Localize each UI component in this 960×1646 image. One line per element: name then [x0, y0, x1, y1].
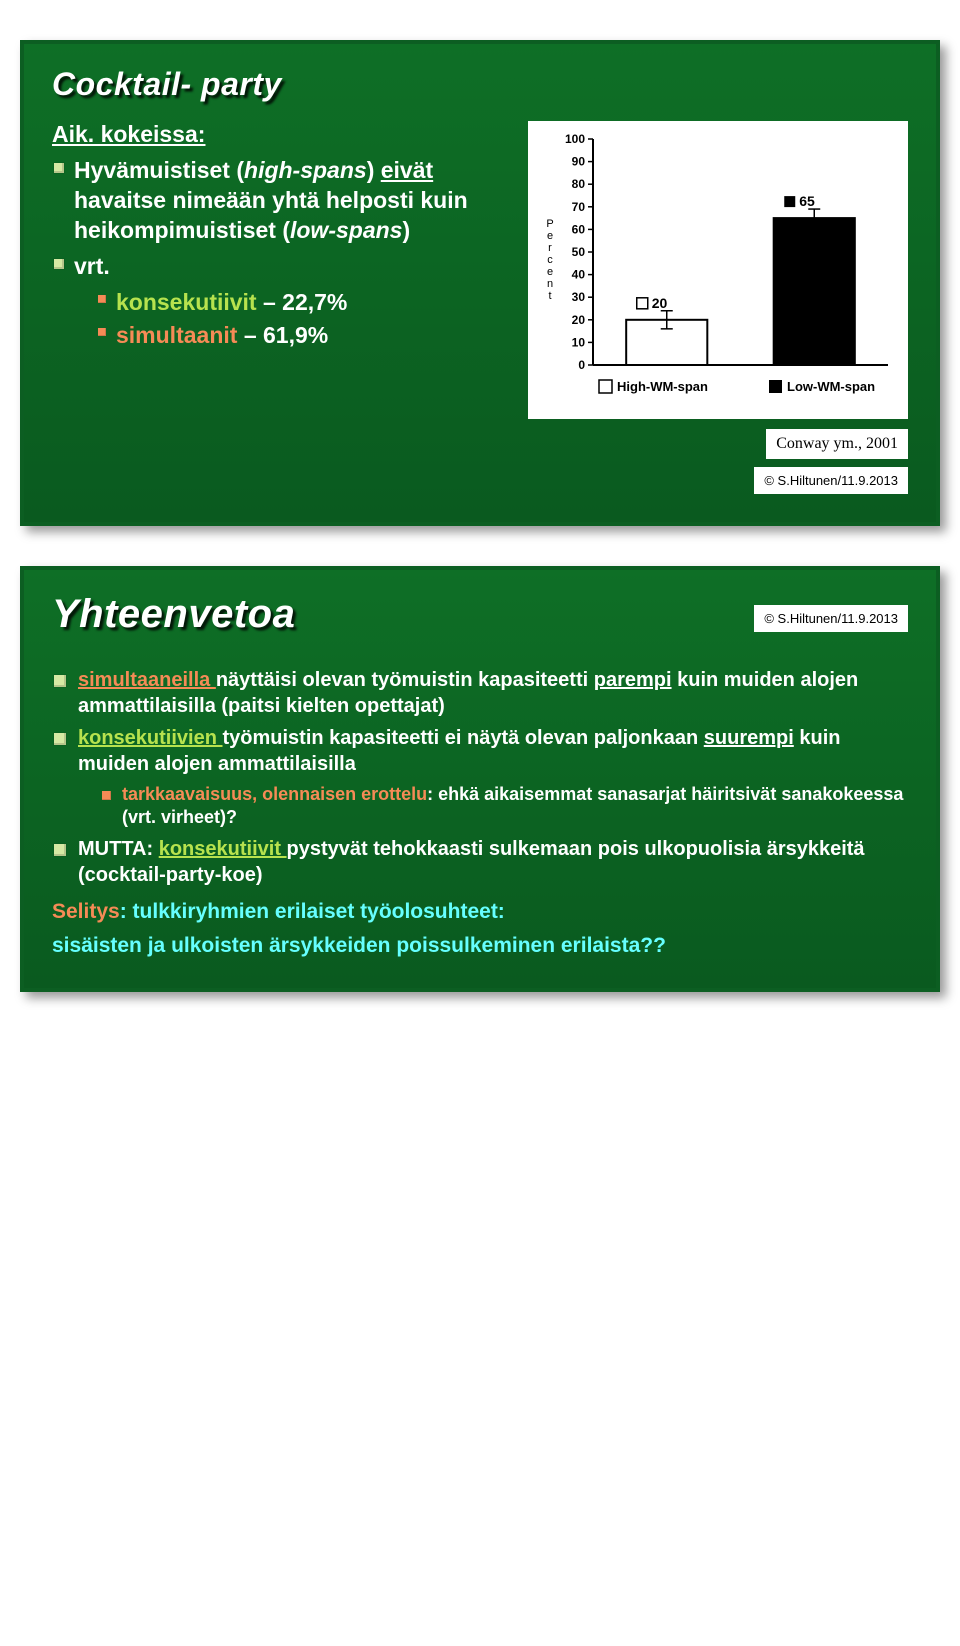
svg-text:80: 80: [572, 177, 586, 191]
selitys-line-1: Selitys: tulkkiryhmien erilaiset työolos…: [52, 898, 908, 926]
slide-yhteenvetoa: Yhteenvetoa © S.Hiltunen/11.9.2013 simul…: [20, 566, 940, 992]
svg-text:30: 30: [572, 290, 586, 304]
sub-bullet-item: simultaanit – 61,9%: [98, 321, 480, 351]
selitys-block: Selitys: tulkkiryhmien erilaiset työolos…: [52, 898, 908, 961]
bullet-item: MUTTA: konsekutiivit pystyvät tehokkaast…: [52, 836, 908, 888]
svg-text:40: 40: [572, 268, 586, 282]
copyright-label: © S.Hiltunen/11.9.2013: [754, 467, 908, 494]
svg-text:Low-WM-span: Low-WM-span: [787, 379, 875, 394]
slide-title: Cocktail- party: [52, 66, 908, 103]
svg-text:10: 10: [572, 335, 586, 349]
selitys-line-2: sisäisten ja ulkoisten ärsykkeiden poiss…: [52, 932, 908, 960]
svg-text:e: e: [547, 230, 553, 242]
slide1-columns: Aik. kokeissa: Hyvämuistiset (high-spans…: [52, 121, 908, 494]
svg-text:100: 100: [565, 132, 585, 146]
svg-text:High-WM-span: High-WM-span: [617, 379, 708, 394]
svg-text:60: 60: [572, 222, 586, 236]
svg-text:c: c: [547, 254, 553, 266]
svg-text:65: 65: [799, 193, 815, 209]
bullet-item: vrt.konsekutiivit – 22,7%simultaanit – 6…: [52, 252, 480, 352]
subheading-text: Aik. kokeissa:: [52, 121, 205, 147]
copyright-label: © S.Hiltunen/11.9.2013: [754, 605, 908, 632]
svg-text:n: n: [547, 278, 553, 290]
slide-cocktail-party: Cocktail- party Aik. kokeissa: Hyvämuist…: [20, 40, 940, 526]
slide-title: Yhteenvetoa: [52, 592, 295, 637]
svg-text:r: r: [548, 242, 552, 254]
svg-text:e: e: [547, 266, 553, 278]
svg-text:90: 90: [572, 155, 586, 169]
slide1-right-column: 0102030405060708090100Percent2065High-WM…: [500, 121, 908, 494]
sub-bullet-item: konsekutiivit – 22,7%: [98, 288, 480, 318]
svg-text:20: 20: [652, 295, 668, 311]
svg-text:0: 0: [578, 358, 585, 372]
wm-span-bar-chart: 0102030405060708090100Percent2065High-WM…: [528, 121, 908, 419]
bullet-item: konsekutiivien työmuistin kapasiteetti e…: [52, 725, 908, 830]
slide2-title-row: Yhteenvetoa © S.Hiltunen/11.9.2013: [52, 592, 908, 637]
svg-text:t: t: [548, 290, 551, 302]
subheading: Aik. kokeissa:: [52, 121, 480, 148]
svg-text:50: 50: [572, 245, 586, 259]
slide1-left-column: Aik. kokeissa: Hyvämuistiset (high-spans…: [52, 121, 480, 357]
bullet-item: simultaaneilla näyttäisi olevan työmuist…: [52, 667, 908, 719]
sub-bullet-item: tarkkaavaisuus, olennaisen erottelu: ehk…: [102, 783, 908, 830]
bullet-list: simultaaneilla näyttäisi olevan työmuist…: [52, 667, 908, 888]
svg-text:20: 20: [572, 313, 586, 327]
page: Cocktail- party Aik. kokeissa: Hyvämuist…: [0, 40, 960, 992]
chart-credit: Conway ym., 2001: [766, 429, 908, 459]
svg-text:70: 70: [572, 200, 586, 214]
bullet-item: Hyvämuistiset (high-spans) eivät havaits…: [52, 156, 480, 246]
svg-text:P: P: [546, 218, 553, 230]
bullet-list: Hyvämuistiset (high-spans) eivät havaits…: [52, 156, 480, 351]
